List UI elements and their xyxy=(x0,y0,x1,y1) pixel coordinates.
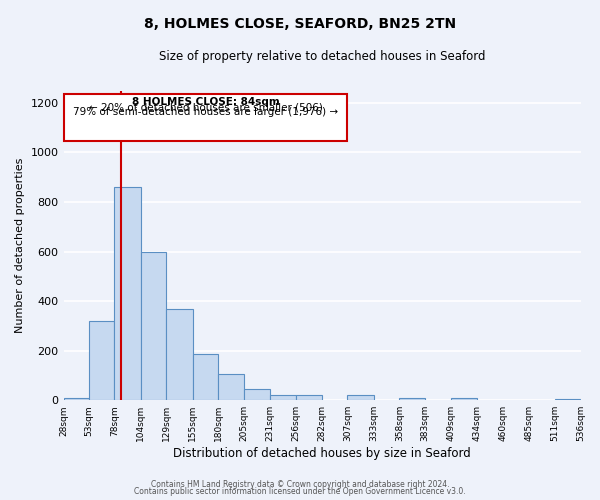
Text: ← 20% of detached houses are smaller (506): ← 20% of detached houses are smaller (50… xyxy=(89,102,322,112)
Bar xyxy=(166,308,193,400)
Bar xyxy=(218,374,244,400)
Bar xyxy=(400,398,425,400)
Y-axis label: Number of detached properties: Number of detached properties xyxy=(15,158,25,333)
Title: Size of property relative to detached houses in Seaford: Size of property relative to detached ho… xyxy=(159,50,485,63)
Bar xyxy=(555,399,580,400)
Bar xyxy=(270,396,296,400)
Bar xyxy=(451,398,477,400)
Text: Contains HM Land Registry data © Crown copyright and database right 2024.: Contains HM Land Registry data © Crown c… xyxy=(151,480,449,489)
Bar xyxy=(64,94,347,142)
Bar xyxy=(64,398,89,400)
Bar xyxy=(244,388,270,400)
Bar xyxy=(141,252,166,400)
Bar xyxy=(193,354,218,400)
X-axis label: Distribution of detached houses by size in Seaford: Distribution of detached houses by size … xyxy=(173,447,471,460)
Text: 8 HOLMES CLOSE: 84sqm: 8 HOLMES CLOSE: 84sqm xyxy=(131,97,280,107)
Text: 8, HOLMES CLOSE, SEAFORD, BN25 2TN: 8, HOLMES CLOSE, SEAFORD, BN25 2TN xyxy=(144,18,456,32)
Bar xyxy=(347,396,374,400)
Bar xyxy=(115,187,141,400)
Bar xyxy=(89,321,115,400)
Bar xyxy=(296,396,322,400)
Text: Contains public sector information licensed under the Open Government Licence v3: Contains public sector information licen… xyxy=(134,487,466,496)
Text: 79% of semi-detached houses are larger (1,976) →: 79% of semi-detached houses are larger (… xyxy=(73,107,338,117)
